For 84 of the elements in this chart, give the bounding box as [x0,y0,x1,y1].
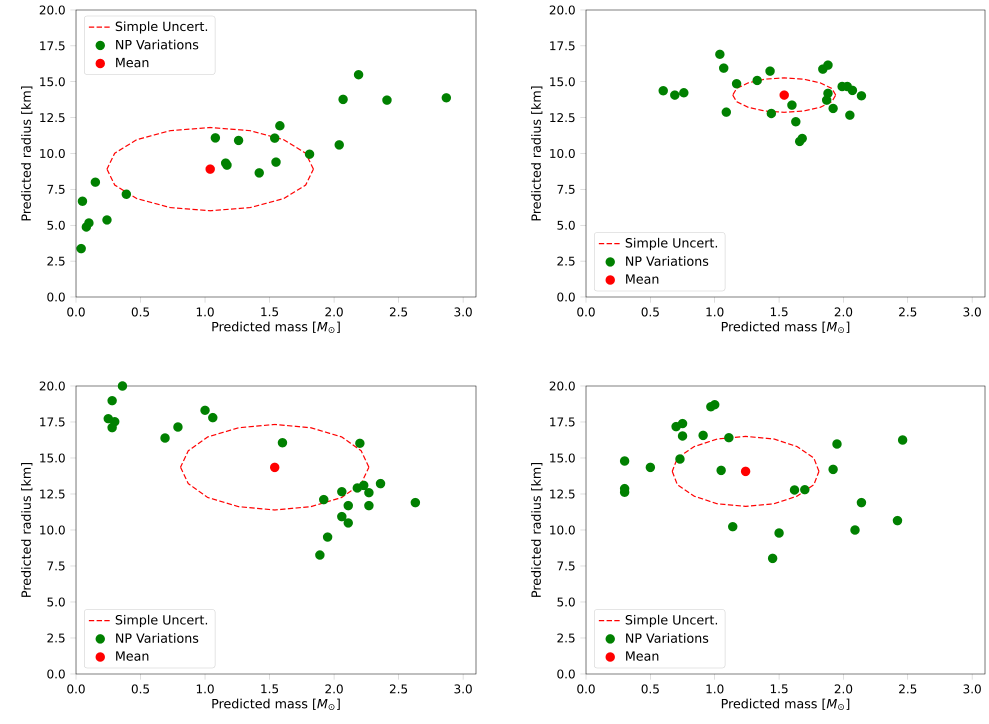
x-tick-label: 1.0 [706,684,724,694]
legend-label: Mean [626,274,658,284]
y-tick-label: 17.5 [550,41,575,50]
y-tick-label: 12.5 [40,489,65,499]
legend-label: Simple Uncert. [116,614,208,628]
y-tick-label: 10.0 [40,525,65,535]
x-tick-label: 1.5 [261,307,278,316]
y-axis-title: Predicted radius [km] [531,462,542,597]
legend-label: Simple Uncert. [626,614,718,628]
y-tick-label: 12.5 [550,489,575,499]
x-tick-label: 3.0 [454,684,472,694]
x-tick-label: 1.5 [770,684,788,694]
y-tick-label: 5.0 [557,597,575,607]
x-tick-label: 0.5 [642,684,659,694]
x-tick-label: 0.5 [642,307,659,316]
y-axis-title: Predicted radius [km] [21,462,32,597]
y-tick-label: 17.5 [40,41,65,50]
x-tick-label: 0.0 [67,684,85,694]
x-axis-title: Predicted mass [M$_{⊙}$] [212,322,340,333]
y-tick-label: 2.5 [47,633,65,643]
y-tick-label: 0.0 [47,292,65,302]
legend-label: Mean [626,651,658,661]
y-tick-label: 7.5 [48,562,65,570]
y-axis-title: Predicted radius [km] [21,86,32,220]
x-tick-label: 1.0 [196,307,214,316]
legend-label: Mean [116,58,148,68]
y-tick-label: 20.0 [550,5,575,15]
x-axis-title: Predicted mass [M$_{⊙}$] [722,698,850,710]
x-tick-label: 2.5 [899,307,916,316]
y-tick-label: 15.0 [40,453,65,463]
legend-label: NP Variations [626,256,708,266]
x-tick-label: 3.0 [964,684,981,694]
y-tick-label: 2.5 [557,256,575,266]
y-tick-label: 0.0 [557,292,575,302]
y-tick-label: 7.5 [558,562,575,570]
x-tick-label: 2.5 [390,307,408,316]
x-tick-label: 3.0 [964,307,981,316]
y-tick-label: 2.5 [47,256,65,266]
y-tick-label: 10.0 [550,148,575,158]
x-tick-label: 0.5 [132,307,150,316]
x-tick-label: 2.0 [325,684,343,694]
y-tick-label: 17.5 [40,418,65,426]
y-tick-label: 15.0 [550,453,575,463]
y-tick-label: 7.5 [558,184,575,194]
x-tick-label: 1.0 [706,307,724,316]
y-tick-label: 12.5 [40,113,65,122]
y-tick-label: 10.0 [550,525,575,535]
x-tick-label: 2.0 [325,307,343,316]
y-axis-title: Predicted radius [km] [531,86,542,220]
y-tick-label: 20.0 [40,381,65,391]
y-tick-label: 12.5 [550,113,575,122]
y-tick-label: 15.0 [550,77,575,86]
y-tick-label: 20.0 [550,381,575,391]
legend-label: Simple Uncert. [116,21,208,34]
y-tick-label: 10.0 [40,148,65,158]
y-tick-label: 2.5 [557,633,575,643]
x-tick-label: 0.0 [577,684,595,694]
y-tick-label: 0.0 [47,669,65,679]
legend-label: Mean [116,651,148,661]
x-tick-label: 1.0 [196,684,214,694]
x-axis-title: Predicted mass [M$_{⊙}$] [722,322,850,333]
legend-label: NP Variations [626,633,708,643]
legend-label: Simple Uncert. [626,238,718,250]
x-tick-label: 2.0 [834,684,852,694]
y-tick-label: 7.5 [48,184,65,194]
y-tick-label: 17.5 [550,418,575,426]
x-tick-label: 2.5 [390,684,408,694]
x-tick-label: 3.0 [454,307,472,316]
x-tick-label: 1.5 [770,307,788,316]
legend-label: NP Variations [116,633,198,643]
y-tick-label: 5.0 [557,220,575,230]
x-tick-label: 0.0 [577,307,595,316]
x-tick-label: 2.0 [834,307,852,316]
y-tick-label: 0.0 [557,669,575,679]
y-tick-label: 20.0 [40,5,65,15]
y-tick-label: 15.0 [40,77,65,86]
y-tick-label: 5.0 [47,597,65,607]
x-tick-label: 0.0 [67,307,85,316]
x-tick-label: 0.5 [132,684,150,694]
x-axis-title: Predicted mass [M$_{⊙}$] [212,698,340,710]
legend-label: NP Variations [116,40,198,50]
y-tick-label: 5.0 [47,220,65,230]
x-tick-label: 2.5 [899,684,916,694]
x-tick-label: 1.5 [261,684,278,694]
